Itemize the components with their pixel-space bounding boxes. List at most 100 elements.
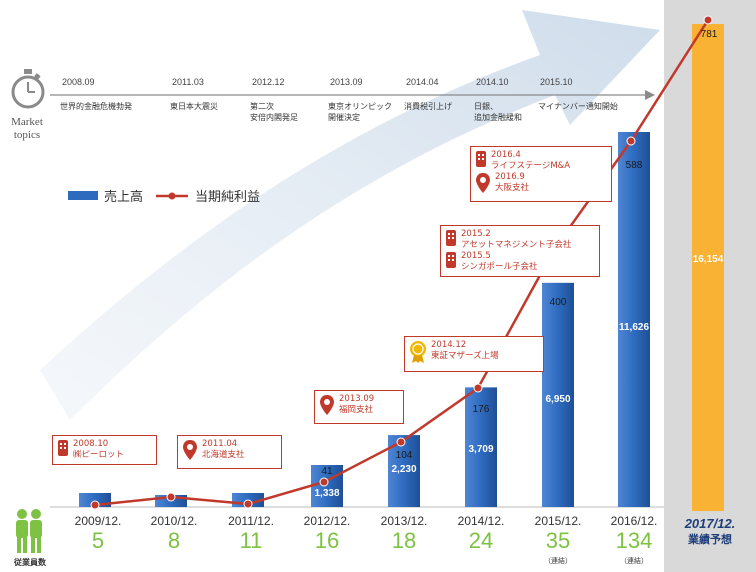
profit-point — [473, 383, 483, 393]
stopwatch-icon — [10, 68, 46, 110]
topic-text: 第二次 安倍内閣発足 — [250, 101, 298, 123]
profit-value-label: 588 — [626, 160, 643, 171]
map-pin-icon — [182, 439, 198, 465]
event-text: 2016.9 大阪支社 — [495, 172, 529, 194]
event-text-line: ライフステージM&A — [491, 161, 571, 171]
profit-point — [319, 477, 329, 487]
sales-value-label: 3,709 — [468, 444, 493, 455]
event-callout: 2015.2 アセットマネジメント子会社 2015.5 シンガポール子会社 — [440, 225, 600, 277]
event-callout: 2008.10 ㈱ピーロット — [52, 435, 157, 465]
sales-value-label: 6,950 — [545, 394, 570, 405]
event-text-line: 大阪支社 — [495, 183, 530, 193]
event-row: 2016.9 大阪支社 — [475, 172, 607, 198]
timeline-arrowhead — [645, 90, 655, 100]
topic-text-line: 世界的金融危機勃発 — [60, 102, 132, 111]
forecast-sales-bar — [692, 24, 724, 511]
x-tick-label: 2014/12. — [457, 514, 505, 528]
forecast-label-year: 2017/12. — [684, 516, 736, 531]
employees-label: 従業員数 — [14, 558, 46, 567]
forecast-label-text: 業績予想 — [688, 533, 732, 546]
employees-icon — [12, 508, 46, 556]
topic-year: 2014.04 — [406, 77, 439, 87]
forecast-sales-label: 16,154 — [693, 254, 724, 265]
profit-value-label: 41 — [321, 466, 333, 477]
sales-bar — [542, 282, 574, 507]
topic-text-line: 安倍内閣発足 — [250, 113, 298, 122]
profit-value-label: 176 — [473, 404, 490, 415]
legend: 売上高 当期純利益 — [68, 186, 260, 205]
topic-text: 世界的金融危機勃発 — [60, 101, 132, 112]
sales-value-label: 2,230 — [391, 464, 416, 475]
employee-note: （連結） — [544, 557, 572, 565]
event-text-line: アセットマネジメント子会社 — [461, 240, 572, 250]
building-icon — [445, 229, 457, 251]
forecast-profit-point — [703, 15, 713, 25]
x-tick-label: 2016/12. — [610, 514, 658, 528]
event-row: 2015.2 アセットマネジメント子会社 — [445, 229, 595, 251]
employee-count: 16 — [314, 528, 340, 553]
event-text-line: 2015.2 — [461, 229, 491, 239]
profit-value-label: 104 — [396, 450, 413, 461]
event-text: 2013.09 福岡支社 — [339, 394, 374, 416]
event-callout: 2014.12 東証マザーズ上場 — [404, 336, 544, 372]
event-text: 2015.2 アセットマネジメント子会社 — [461, 229, 571, 251]
building-icon — [445, 251, 457, 273]
event-text-line: 2014.12 — [431, 340, 467, 350]
x-tick-label: 2009/12. — [74, 514, 122, 528]
topic-year: 2012.12 — [252, 77, 285, 87]
topic-text: マイナンバー通知開始 — [538, 101, 618, 112]
event-row: 2013.09 福岡支社 — [319, 394, 399, 420]
topic-text-line: 第二次 — [250, 102, 274, 111]
employee-count: 35 — [545, 528, 571, 553]
award-ribbon-icon — [409, 340, 427, 368]
event-row: 2015.5 シンガポール子会社 — [445, 251, 595, 273]
event-callout: 2013.09 福岡支社 — [314, 390, 404, 424]
market-label-line1: Market — [11, 116, 43, 128]
topic-text-line: 追加金融緩和 — [474, 113, 522, 122]
employee-count: 8 — [167, 528, 181, 553]
x-tick-label: 2011/12. — [228, 514, 274, 528]
event-text-line: 北海道支社 — [202, 450, 245, 460]
employee-count: 24 — [468, 528, 494, 553]
profit-point — [243, 499, 253, 509]
topic-text: 消費税引上げ — [404, 101, 452, 112]
topic-text: 日銀、 追加金融緩和 — [474, 101, 522, 123]
event-callout: 2016.4 ライフステージM&A 2016.9 大阪支社 — [470, 146, 612, 202]
sales-bar — [618, 132, 650, 507]
growth-arrow-shape — [40, 10, 660, 420]
topic-text: 東日本大震災 — [170, 101, 218, 112]
profit-point — [90, 500, 100, 510]
profit-value-label: 400 — [550, 297, 567, 308]
event-text-line: 2016.9 — [495, 172, 525, 182]
event-text-line: ㈱ピーロット — [73, 450, 125, 460]
profit-point — [166, 492, 176, 502]
legend-sales-swatch — [68, 191, 98, 200]
legend-sales-label: 売上高 — [104, 190, 144, 205]
sales-value-label: 1,338 — [314, 488, 339, 499]
event-text-line: 2013.09 — [339, 394, 375, 404]
profit-point — [396, 437, 406, 447]
employee-count: 18 — [391, 528, 417, 553]
x-tick-label: 2010/12. — [150, 514, 198, 528]
legend-profit-swatch — [156, 192, 189, 199]
event-row: 2016.4 ライフステージM&A — [475, 150, 607, 172]
topic-year: 2011.03 — [172, 77, 204, 87]
map-pin-icon — [475, 172, 491, 198]
event-text: 2011.04 北海道支社 — [202, 439, 245, 461]
forecast-label: 2017/12. 業績予想 — [664, 516, 756, 547]
market-label-line2: topics — [13, 129, 41, 141]
topic-year: 2014.10 — [476, 77, 509, 87]
x-tick-label: 2012/12. — [303, 514, 351, 528]
topic-text-line: 東京オリンピック — [328, 102, 392, 111]
topic-text-line: マイナンバー通知開始 — [538, 102, 618, 111]
event-row: 2014.12 東証マザーズ上場 — [409, 340, 539, 368]
event-text-line: シンガポール子会社 — [461, 262, 538, 272]
event-text: 2015.5 シンガポール子会社 — [461, 251, 538, 273]
event-text: 2014.12 東証マザーズ上場 — [431, 340, 499, 362]
building-icon — [57, 439, 69, 461]
event-callout: 2011.04 北海道支社 — [177, 435, 282, 469]
forecast-profit-label: 781 — [701, 29, 718, 40]
building-icon — [475, 150, 487, 172]
employee-count: 134 — [615, 528, 653, 553]
